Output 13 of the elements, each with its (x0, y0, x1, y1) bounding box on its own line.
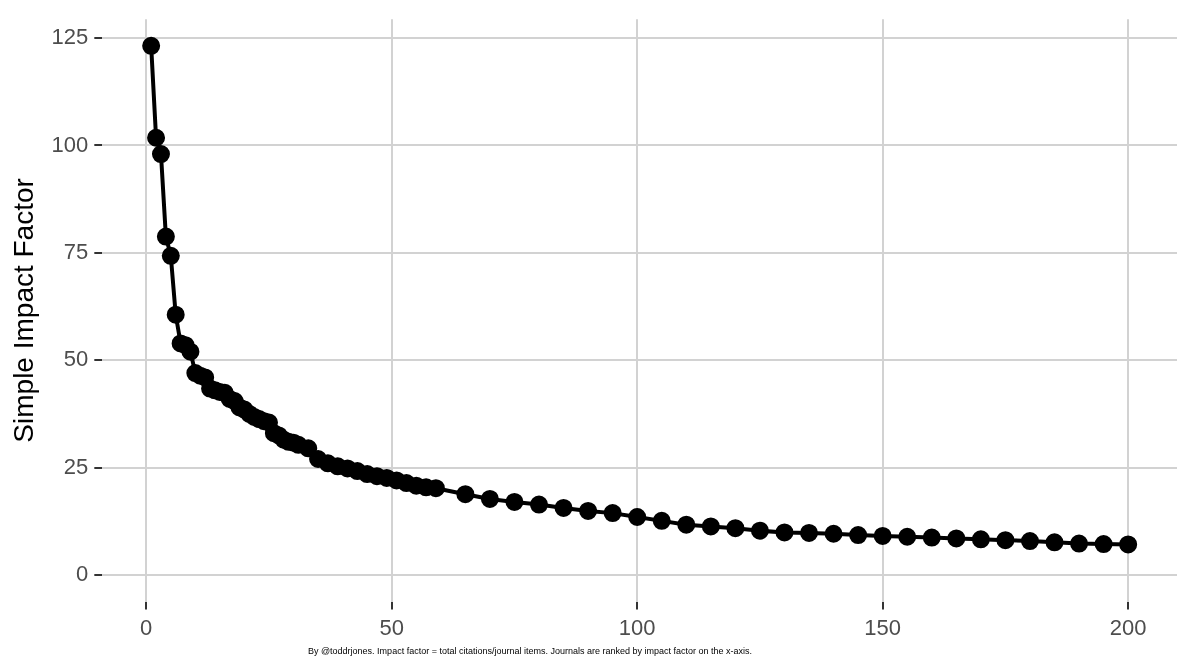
y-tick-label: 25 (63, 453, 89, 479)
x-tick-label: 0 (140, 614, 153, 640)
y-tick-label: 100 (51, 131, 89, 157)
y-tick-label: 0 (76, 561, 89, 587)
x-tick-label: 200 (1109, 614, 1147, 640)
x-tick-label: 50 (379, 614, 404, 640)
y-tick-label: 75 (63, 238, 89, 264)
x-tick-label: 150 (864, 614, 902, 640)
y-tick-label: 125 (51, 24, 89, 50)
y-axis-title: Simple Impact Factor (7, 178, 39, 443)
x-tick-label: 100 (618, 614, 656, 640)
y-tick-label: 50 (63, 346, 89, 372)
text: By @toddrjones. Impact factor = total citations/journal items. Journals are ranked by impact factor on the x-axis. (307, 645, 753, 656)
